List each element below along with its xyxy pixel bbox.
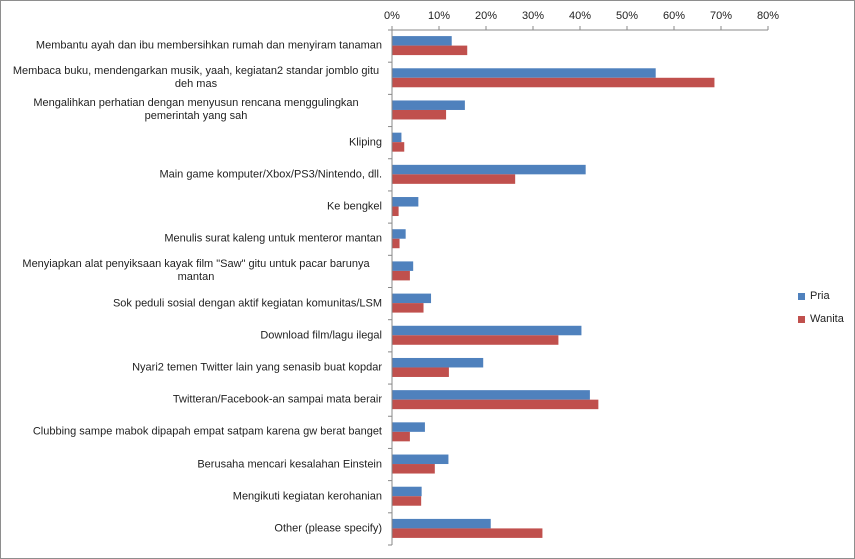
category-label: Clubbing sampe mabok dipapah empat satpa… <box>32 425 382 438</box>
x-tick-label: 30% <box>522 10 544 22</box>
bar-pria-1 <box>392 68 656 78</box>
bar-pria-3 <box>392 132 402 143</box>
x-tick-label: 50% <box>616 10 638 22</box>
category-label: Menulis surat kaleng untuk menteror mant… <box>164 232 382 245</box>
category-label: Download film/lagu ilegal <box>260 329 382 342</box>
category-label: Main game komputer/Xbox/PS3/Nintendo, dl… <box>159 168 382 181</box>
category-label: Nyari2 temen Twitter lain yang senasib b… <box>132 361 382 374</box>
bar-pria-13 <box>392 454 449 465</box>
bar-wanita-14 <box>392 496 422 506</box>
x-tick-label: 40% <box>569 10 591 22</box>
bar-pria-8 <box>392 293 432 304</box>
x-tick-label: 10% <box>428 10 450 22</box>
bar-pria-15 <box>392 518 491 529</box>
bar-wanita-15 <box>392 528 543 538</box>
bar-wanita-10 <box>392 367 449 377</box>
bar-wanita-6 <box>392 238 400 249</box>
bar-pria-4 <box>392 164 586 175</box>
legend-label: Wanita <box>810 313 844 325</box>
bar-pria-10 <box>392 357 484 368</box>
category-label: Mengikuti kegiatan kerohanian <box>232 490 382 503</box>
category-label: Kliping <box>348 136 382 149</box>
bar-wanita-12 <box>392 431 410 442</box>
bar-pria-0 <box>392 36 452 46</box>
category-label: Twitteran/Facebook-an sampai mata berair <box>172 393 382 406</box>
x-tick-label: 0% <box>384 10 400 22</box>
bar-pria-14 <box>392 486 422 497</box>
bar-wanita-3 <box>392 142 405 152</box>
legend-item-pria: Pria <box>798 290 830 302</box>
bar-pria-5 <box>392 197 419 207</box>
legend-swatch <box>798 315 805 323</box>
category-label: Other (please specify) <box>274 522 382 535</box>
x-tick-label: 70% <box>710 10 732 22</box>
bar-wanita-2 <box>392 109 447 120</box>
x-tick-label: 60% <box>663 10 685 22</box>
bar-wanita-8 <box>392 303 424 313</box>
bar-wanita-11 <box>392 399 599 410</box>
category-label: Mengalihkan perhatian dengan menyusun re… <box>33 97 359 123</box>
bar-pria-2 <box>392 100 465 110</box>
bar-wanita-13 <box>392 464 435 474</box>
legend-label: Pria <box>810 290 830 302</box>
bar-wanita-7 <box>392 270 410 281</box>
legend-item-wanita: Wanita <box>798 313 844 325</box>
bar-pria-9 <box>392 325 582 336</box>
category-label: Menyiapkan alat penyiksaan kayak film "S… <box>22 258 370 284</box>
bar-wanita-0 <box>392 45 468 56</box>
category-label: Membaca buku, mendengarkan musik, yaah, … <box>12 65 380 91</box>
x-tick-label: 80% <box>757 10 779 22</box>
bar-wanita-5 <box>392 206 399 217</box>
x-tick-label: 20% <box>475 10 497 22</box>
bar-pria-7 <box>392 261 414 271</box>
bar-pria-11 <box>392 390 590 400</box>
bar-wanita-4 <box>392 174 516 184</box>
category-label: Berusaha mencari kesalahan Einstein <box>197 458 382 471</box>
bar-pria-12 <box>392 422 425 432</box>
category-label: Sok peduli sosial dengan aktif kegiatan … <box>112 297 382 310</box>
legend-swatch <box>798 292 805 300</box>
bar-wanita-1 <box>392 77 715 88</box>
category-label: Membantu ayah dan ibu membersihkan rumah… <box>35 39 382 52</box>
bar-pria-6 <box>392 229 406 239</box>
bar-wanita-9 <box>392 335 559 345</box>
category-label: Ke bengkel <box>326 200 382 213</box>
